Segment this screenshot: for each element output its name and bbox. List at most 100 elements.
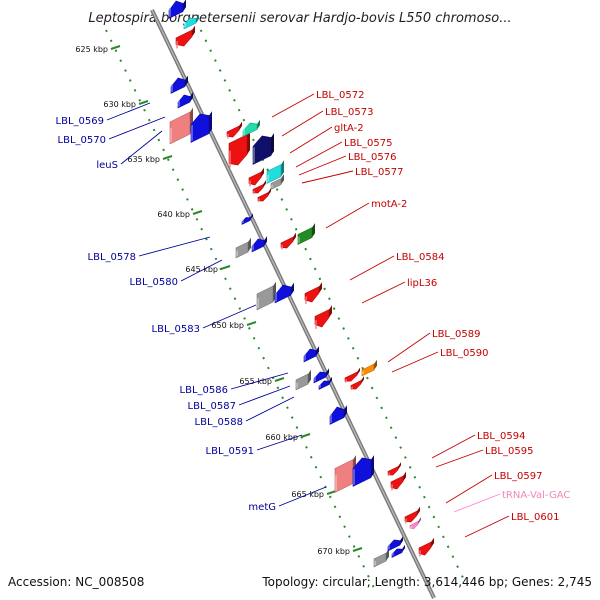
gene-label-left[interactable]: LBL_0583 xyxy=(152,324,200,335)
gene-label-right[interactable]: LBL_0594 xyxy=(477,431,525,442)
gene-arrow[interactable] xyxy=(280,232,296,251)
gene-arrow[interactable] xyxy=(404,506,420,525)
gene-arrow[interactable] xyxy=(266,160,284,184)
gene-arrow[interactable] xyxy=(387,462,401,477)
gene-arrow[interactable] xyxy=(252,180,266,195)
gene-arrow[interactable] xyxy=(270,174,284,190)
scale-label: 635 kbp xyxy=(127,155,160,164)
gene-arrow[interactable] xyxy=(313,368,329,384)
left-label-leader xyxy=(138,236,211,257)
gene-arrow[interactable] xyxy=(242,118,260,137)
gene-arrow[interactable] xyxy=(169,107,193,145)
gene-label-right[interactable]: LBL_0597 xyxy=(494,471,542,482)
gene-arrow[interactable] xyxy=(329,402,347,425)
gene-arrow[interactable] xyxy=(251,235,267,253)
gene-arrow[interactable] xyxy=(352,452,374,487)
gene-arrow-side xyxy=(398,462,401,470)
gene-label-left[interactable]: LBL_0570 xyxy=(58,135,106,146)
gene-arrow-body xyxy=(251,238,265,253)
left-label-leader xyxy=(202,304,257,329)
right-label-leader xyxy=(453,493,501,513)
gene-arrow[interactable] xyxy=(344,367,360,384)
gene-label-left[interactable]: metG xyxy=(248,502,276,513)
gene-label-left[interactable]: LBL_0578 xyxy=(88,252,136,263)
gene-arrow-body xyxy=(266,164,282,184)
gene-arrow[interactable] xyxy=(314,305,332,330)
gene-label-right[interactable]: LBL_0589 xyxy=(432,329,480,340)
gene-arrow[interactable] xyxy=(183,14,199,30)
gene-arrow-side xyxy=(329,305,332,318)
gene-label-right[interactable]: LBL_0572 xyxy=(316,90,364,101)
gene-label-right[interactable]: gltA-2 xyxy=(334,123,364,134)
gene-arrow[interactable] xyxy=(228,130,250,169)
left-label-leader xyxy=(256,434,303,451)
gene-label-right[interactable]: LBL_0573 xyxy=(325,107,373,118)
gene-arrow-body xyxy=(334,459,354,493)
scale-tick xyxy=(246,321,257,326)
gene-arrow-body xyxy=(280,236,294,249)
gene-arrow[interactable] xyxy=(226,121,242,140)
gene-label-right[interactable]: LBL_0595 xyxy=(485,446,533,457)
left-label-leader xyxy=(106,102,151,121)
gene-arrow-body xyxy=(183,17,197,30)
right-label-leader xyxy=(295,141,343,168)
gene-arrow-side xyxy=(248,237,251,253)
gene-label-left[interactable]: LBL_0569 xyxy=(56,116,104,127)
gene-arrow[interactable] xyxy=(361,359,377,377)
gene-arrow-side xyxy=(257,119,260,130)
gene-arrow[interactable] xyxy=(256,281,276,311)
gene-label-right[interactable]: motA-2 xyxy=(371,199,407,210)
gene-arrow[interactable] xyxy=(350,376,364,391)
gene-arrow[interactable] xyxy=(418,537,434,558)
gene-label-right[interactable]: tRNA-Val-GAC xyxy=(502,490,570,501)
gene-arrow[interactable] xyxy=(235,237,251,259)
gene-arrow[interactable] xyxy=(304,282,322,305)
scale-label: 660 kbp xyxy=(265,433,298,442)
gene-arrow-side xyxy=(402,544,405,553)
gene-arrow[interactable] xyxy=(373,548,389,568)
gene-label-right[interactable]: LBL_0584 xyxy=(396,252,444,263)
gene-arrow[interactable] xyxy=(241,213,253,225)
gene-arrow[interactable] xyxy=(318,376,332,390)
gene-arrow[interactable] xyxy=(190,108,212,143)
gene-label-left[interactable]: LBL_0588 xyxy=(195,417,243,428)
gene-label-left[interactable]: LBL_0586 xyxy=(180,385,228,396)
gene-arrow-side xyxy=(319,282,322,294)
gene-label-right[interactable]: LBL_0576 xyxy=(348,152,396,163)
gene-arrow[interactable] xyxy=(175,25,195,50)
gene-arrow-side xyxy=(418,517,421,525)
gene-arrow[interactable] xyxy=(303,345,319,363)
gene-arrow[interactable] xyxy=(248,167,264,188)
gene-arrow[interactable] xyxy=(409,517,421,530)
gene-label-left[interactable]: leuS xyxy=(96,160,118,171)
left-label-leader xyxy=(238,385,291,406)
gene-arrow[interactable] xyxy=(257,188,271,203)
gene-arrow[interactable] xyxy=(297,223,315,245)
left-label-leader xyxy=(120,130,163,165)
gene-arrow-body xyxy=(352,457,372,487)
gene-arrow[interactable] xyxy=(390,471,406,492)
gene-arrow-body xyxy=(257,192,269,202)
gene-arrow-side xyxy=(431,537,434,548)
gene-arrow[interactable] xyxy=(168,0,186,19)
right-label-leader xyxy=(289,126,333,154)
gene-arrow[interactable] xyxy=(252,130,274,165)
gene-arrow[interactable] xyxy=(170,73,188,94)
gene-arrow[interactable] xyxy=(391,544,405,558)
gene-label-left[interactable]: LBL_0587 xyxy=(188,401,236,412)
gene-label-right[interactable]: LBL_0601 xyxy=(511,512,559,523)
gene-label-right[interactable]: lipL36 xyxy=(407,278,437,289)
gene-label-left[interactable]: LBL_0580 xyxy=(130,277,178,288)
gene-label-right[interactable]: LBL_0590 xyxy=(440,348,488,359)
gene-arrow[interactable] xyxy=(387,536,403,552)
gene-label-right[interactable]: LBL_0575 xyxy=(344,138,392,149)
gene-label-left[interactable]: LBL_0591 xyxy=(206,446,254,457)
gene-arrow-side xyxy=(209,111,212,134)
gene-label-right[interactable]: LBL_0577 xyxy=(355,167,403,178)
genome-backbone-highlight xyxy=(151,9,435,599)
gene-arrow-side xyxy=(196,14,199,24)
gene-arrow[interactable] xyxy=(274,280,294,304)
gene-arrow[interactable] xyxy=(295,369,311,391)
scale-tick xyxy=(162,155,173,160)
gene-arrow[interactable] xyxy=(177,91,193,109)
